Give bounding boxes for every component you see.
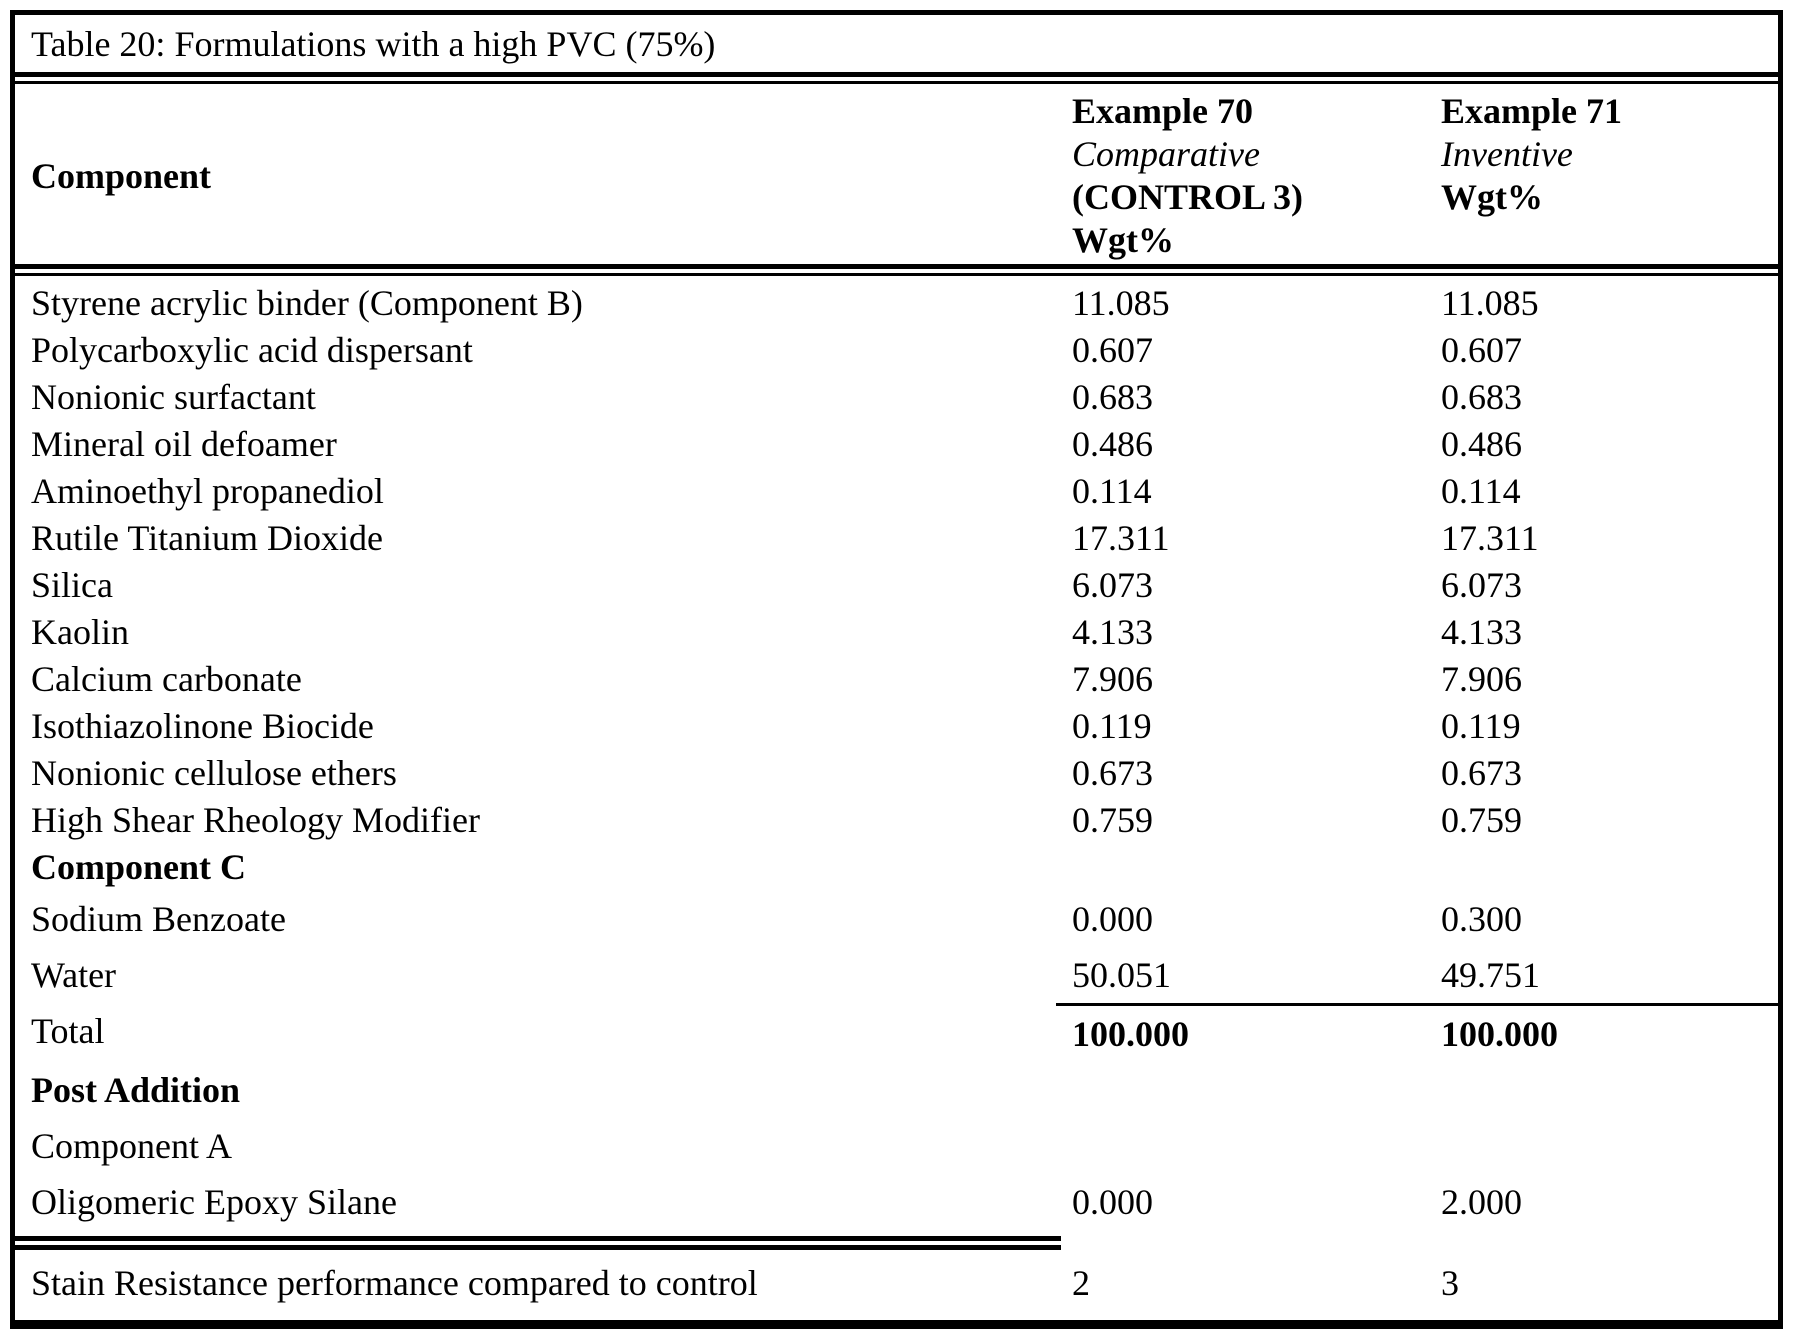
inventive-value-cell: 17.311 (1441, 518, 1539, 558)
component-cell: Total (31, 1011, 105, 1051)
control-value-cell (1056, 1062, 1425, 1118)
inventive-value-cell: 7.906 (1441, 659, 1522, 699)
header-separator-rule (15, 264, 1778, 276)
header-inventive-column: Example 71 Inventive Wgt% (1425, 90, 1778, 262)
control-value-cell: 6.073 (1072, 565, 1153, 605)
control-value-cell: 0.759 (1072, 800, 1153, 840)
table-row: Total 100.000 100.000 (15, 1003, 1778, 1062)
inventive-value-cell: 49.751 (1441, 955, 1540, 995)
header-control-column: Example 70 Comparative (CONTROL 3) Wgt% (1056, 90, 1425, 262)
component-cell: Rutile Titanium Dioxide (31, 518, 384, 558)
component-cell: Nonionic surfactant (31, 377, 316, 417)
stain-resistance-row: Stain Resistance performance compared to… (15, 1250, 1778, 1320)
inventive-value-cell: 2.000 (1441, 1182, 1522, 1222)
inventive-value-cell: 4.133 (1441, 612, 1522, 652)
table-row: Silica 6.073 6.073 (15, 562, 1778, 609)
header-control-name: (CONTROL 3) (1072, 177, 1304, 217)
table-title: Table 20: Formulations with a high PVC (… (31, 24, 716, 64)
control-value-cell: 50.051 (1072, 955, 1171, 995)
header-control-type: Comparative (1072, 134, 1260, 174)
inventive-value-cell: 11.085 (1441, 283, 1539, 323)
component-cell: Isothiazolinone Biocide (31, 706, 374, 746)
table-row: Sodium Benzoate 0.000 0.300 (15, 891, 1778, 947)
table-row: Post Addition (15, 1062, 1778, 1118)
control-value-cell: 0.114 (1072, 471, 1152, 511)
inventive-value-cell: 0.673 (1441, 753, 1522, 793)
table-row: Styrene acrylic binder (Component B) 11.… (15, 280, 1778, 327)
table-row: Nonionic cellulose ethers 0.673 0.673 (15, 750, 1778, 797)
inventive-value-cell: 0.486 (1441, 424, 1522, 464)
component-cell: Post Addition (31, 1070, 241, 1110)
component-cell: Aminoethyl propanediol (31, 471, 384, 511)
header-inventive-example: Example 71 (1441, 91, 1623, 131)
control-value-cell: 0.000 (1072, 1182, 1153, 1222)
control-value-cell: 0.000 (1072, 899, 1153, 939)
table-row: Calcium carbonate 7.906 7.906 (15, 656, 1778, 703)
stain-control-value: 2 (1072, 1263, 1090, 1303)
inventive-value-cell: 0.114 (1441, 471, 1521, 511)
component-cell: Water (31, 955, 117, 995)
stain-inventive-value: 3 (1441, 1263, 1459, 1303)
control-value-cell: 100.000 (1056, 1003, 1425, 1062)
control-value-cell (1056, 844, 1425, 891)
component-cell: Silica (31, 565, 113, 605)
table-row: Component A (15, 1118, 1778, 1174)
component-cell: Oligomeric Epoxy Silane (31, 1182, 397, 1222)
header-component: Component (31, 156, 212, 196)
control-value-cell: 11.085 (1072, 283, 1170, 323)
inventive-value-cell: 0.300 (1441, 899, 1522, 939)
control-value-cell: 7.906 (1072, 659, 1153, 699)
inventive-value-cell: 6.073 (1441, 565, 1522, 605)
component-cell: Component C (31, 847, 247, 887)
table-row: Polycarboxylic acid dispersant 0.607 0.6… (15, 327, 1778, 374)
stain-section-separator-rule (15, 1236, 1061, 1250)
header-control-example: Example 70 (1072, 91, 1254, 131)
inventive-value-cell (1425, 1062, 1778, 1118)
header-inventive-type: Inventive (1441, 134, 1573, 174)
component-cell: Component A (31, 1126, 233, 1166)
component-cell: Calcium carbonate (31, 659, 302, 699)
component-cell: High Shear Rheology Modifier (31, 800, 480, 840)
inventive-value-cell: 0.759 (1441, 800, 1522, 840)
component-cell: Styrene acrylic binder (Component B) (31, 283, 583, 323)
inventive-value-cell (1425, 1118, 1778, 1174)
table-header-row: Component Example 70 Comparative (CONTRO… (15, 84, 1778, 264)
table-row: Isothiazolinone Biocide 0.119 0.119 (15, 703, 1778, 750)
title-separator-rule (15, 72, 1778, 84)
table-row: Oligomeric Epoxy Silane 0.000 2.000 (15, 1174, 1778, 1230)
table-row: Kaolin 4.133 4.133 (15, 609, 1778, 656)
component-cell: Kaolin (31, 612, 129, 652)
control-value-cell: 0.683 (1072, 377, 1153, 417)
control-value-cell: 0.119 (1072, 706, 1152, 746)
table-row: Nonionic surfactant 0.683 0.683 (15, 374, 1778, 421)
control-value-cell: 4.133 (1072, 612, 1153, 652)
formulation-table: Table 20: Formulations with a high PVC (… (10, 10, 1783, 1329)
control-value-cell: 0.673 (1072, 753, 1153, 793)
control-value-cell: 17.311 (1072, 518, 1170, 558)
table-row: Water 50.051 49.751 (15, 947, 1778, 1003)
table-body: Styrene acrylic binder (Component B) 11.… (15, 276, 1778, 1230)
header-inventive-unit: Wgt% (1441, 177, 1543, 217)
control-value-cell: 0.486 (1072, 424, 1153, 464)
table-row: Aminoethyl propanediol 0.114 0.114 (15, 468, 1778, 515)
table-row: High Shear Rheology Modifier 0.759 0.759 (15, 797, 1778, 844)
table-row: Component C (15, 844, 1778, 891)
inventive-value-cell: 0.683 (1441, 377, 1522, 417)
component-cell: Nonionic cellulose ethers (31, 753, 397, 793)
stain-label: Stain Resistance performance compared to… (31, 1263, 758, 1303)
component-cell: Mineral oil defoamer (31, 424, 337, 464)
component-cell: Sodium Benzoate (31, 899, 286, 939)
header-control-unit: Wgt% (1072, 220, 1174, 260)
control-value-cell: 0.607 (1072, 330, 1153, 370)
control-value-cell (1056, 1118, 1425, 1174)
inventive-value-cell (1425, 844, 1778, 891)
inventive-value-cell: 100.000 (1425, 1003, 1778, 1062)
component-cell: Polycarboxylic acid dispersant (31, 330, 473, 370)
inventive-value-cell: 0.119 (1441, 706, 1521, 746)
table-row: Mineral oil defoamer 0.486 0.486 (15, 421, 1778, 468)
table-row: Rutile Titanium Dioxide 17.311 17.311 (15, 515, 1778, 562)
inventive-value-cell: 0.607 (1441, 330, 1522, 370)
